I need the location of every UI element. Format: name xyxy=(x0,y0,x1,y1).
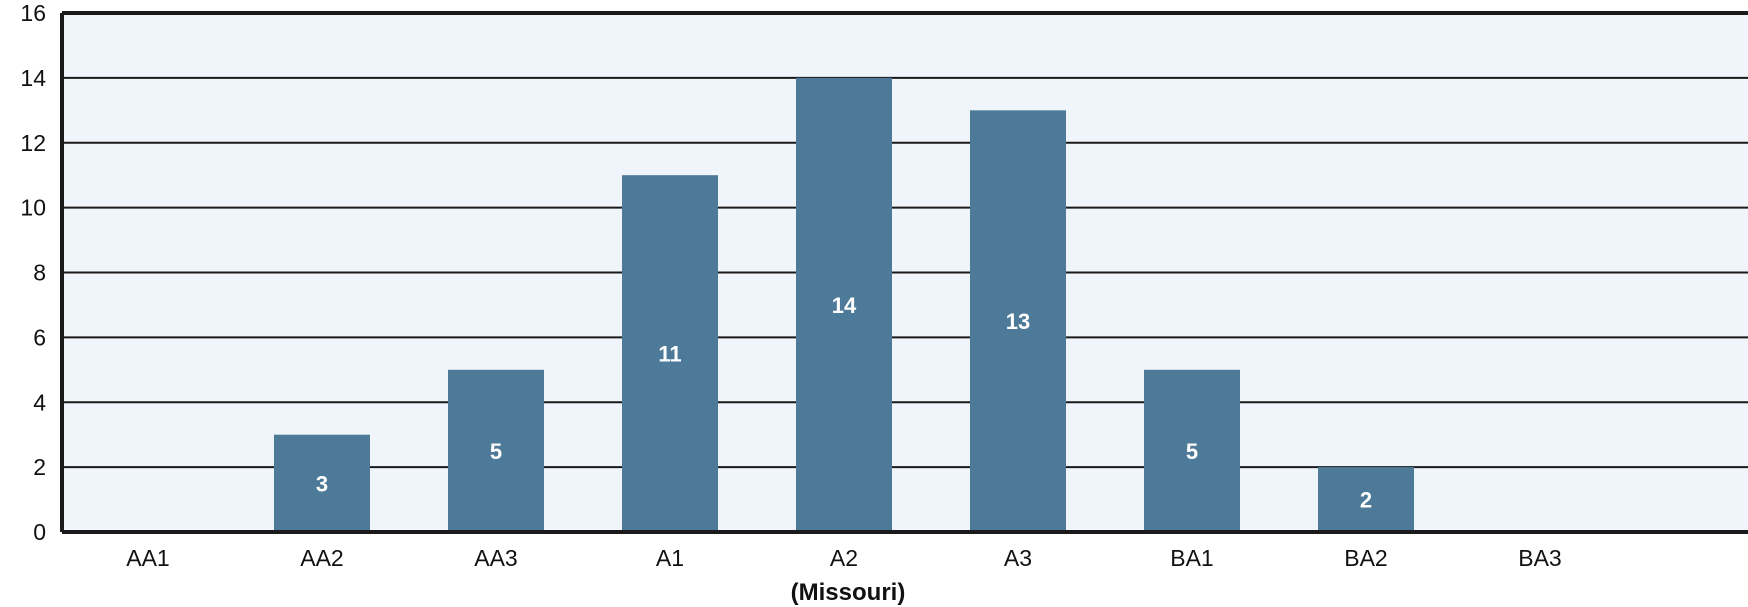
y-tick-label-16: 16 xyxy=(20,0,46,26)
data-label-aa3: 5 xyxy=(490,439,502,464)
bar-aa2 xyxy=(274,434,370,532)
x-tick-label-ba3: BA3 xyxy=(1518,545,1561,571)
x-tick-label-aa1: AA1 xyxy=(126,545,169,571)
plot-frame xyxy=(60,11,1748,534)
x-tick-label-ba1: BA1 xyxy=(1170,545,1213,571)
bar-ba1 xyxy=(1144,369,1240,532)
x-axis-category-labels: AA1 AA2 AA3 A1 A2 A3 BA1 BA2 BA3 xyxy=(126,545,1561,571)
x-tick-label-aa3: AA3 xyxy=(474,545,517,571)
data-label-ba1: 5 xyxy=(1186,439,1198,464)
x-tick-label-a1: A1 xyxy=(656,545,684,571)
x-tick-label-aa2: AA2 xyxy=(300,545,343,571)
data-label-ba2: 2 xyxy=(1360,488,1372,513)
bar-aa3 xyxy=(448,369,544,532)
bar-a1 xyxy=(622,175,718,532)
bars: 3 5 11 14 13 5 2 xyxy=(274,77,1414,532)
bar-a3 xyxy=(970,110,1066,532)
x-axis-title: (Missouri) xyxy=(791,579,906,606)
x-tick-label-a3: A3 xyxy=(1004,545,1032,571)
y-tick-label-14: 14 xyxy=(20,65,46,91)
data-label-aa2: 3 xyxy=(316,471,328,496)
y-tick-label-12: 12 xyxy=(20,130,46,156)
x-tick-label-a2: A2 xyxy=(830,545,858,571)
y-tick-label-2: 2 xyxy=(33,454,46,480)
y-tick-label-4: 4 xyxy=(33,389,46,415)
y-tick-label-6: 6 xyxy=(33,324,46,350)
data-label-a3: 13 xyxy=(1006,309,1030,334)
y-tick-label-10: 10 xyxy=(20,195,46,221)
y-axis-tick-labels: 0 2 4 6 8 10 12 14 16 xyxy=(20,0,46,545)
data-label-a1: 11 xyxy=(658,342,681,367)
y-tick-label-0: 0 xyxy=(33,519,46,545)
x-tick-label-ba2: BA2 xyxy=(1344,545,1387,571)
bar-a2 xyxy=(796,77,892,532)
bar-ba2 xyxy=(1318,467,1414,532)
y-tick-label-8: 8 xyxy=(33,260,46,286)
data-label-a2: 14 xyxy=(832,293,857,318)
